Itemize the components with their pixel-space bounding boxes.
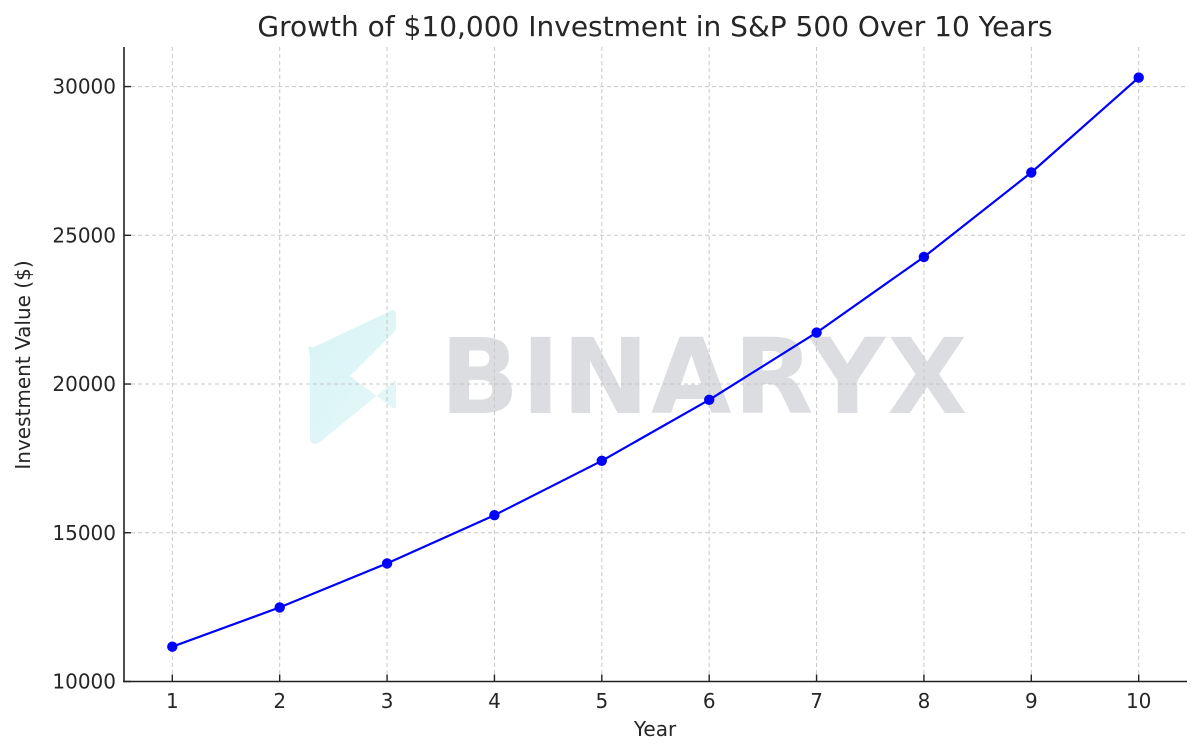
data-point-year-7 <box>811 327 822 338</box>
y-tick-label: 30000 <box>52 75 116 99</box>
x-tick-label: 3 <box>381 689 394 713</box>
y-tick-label: 15000 <box>52 521 116 545</box>
x-tick-label: 4 <box>488 689 501 713</box>
data-point-year-3 <box>381 558 393 569</box>
watermark-text: BINARYX <box>440 316 969 438</box>
x-tick-label: 6 <box>703 689 716 713</box>
data-point-year-5 <box>596 455 607 466</box>
data-point-year-2 <box>274 602 285 613</box>
gridlines <box>124 47 1187 682</box>
x-tick-label: 8 <box>918 689 931 713</box>
series-investment-value <box>167 72 1144 652</box>
x-axis-ticks: 1 2 3 4 5 6 7 8 9 10 <box>166 674 1151 713</box>
data-point-year-1 <box>167 641 178 652</box>
data-point-year-10 <box>1133 72 1144 83</box>
x-tick-label: 1 <box>166 689 179 713</box>
x-axis-label: Year <box>633 717 677 741</box>
x-tick-label: 2 <box>273 689 286 713</box>
data-point-year-9 <box>1026 167 1037 178</box>
y-tick-label: 20000 <box>52 372 116 396</box>
data-point-year-4 <box>489 510 500 521</box>
data-point-year-8 <box>918 251 930 263</box>
series-line <box>171 76 1140 648</box>
y-axis-ticks: 10000 15000 20000 25000 30000 <box>52 75 131 694</box>
x-tick-label: 5 <box>595 689 608 713</box>
y-axis-label: Investment Value ($) <box>11 260 35 469</box>
x-tick-label: 7 <box>810 689 823 713</box>
x-tick-label: 10 <box>1126 689 1151 713</box>
data-point-year-6 <box>704 394 715 405</box>
chart-title: Growth of $10,000 Investment in S&P 500 … <box>257 10 1052 43</box>
y-tick-label: 10000 <box>52 670 116 694</box>
x-tick-label: 9 <box>1025 689 1038 713</box>
watermark: BINARYX <box>308 309 969 444</box>
binaryx-logo-icon <box>308 309 397 444</box>
y-tick-label: 25000 <box>52 223 116 247</box>
